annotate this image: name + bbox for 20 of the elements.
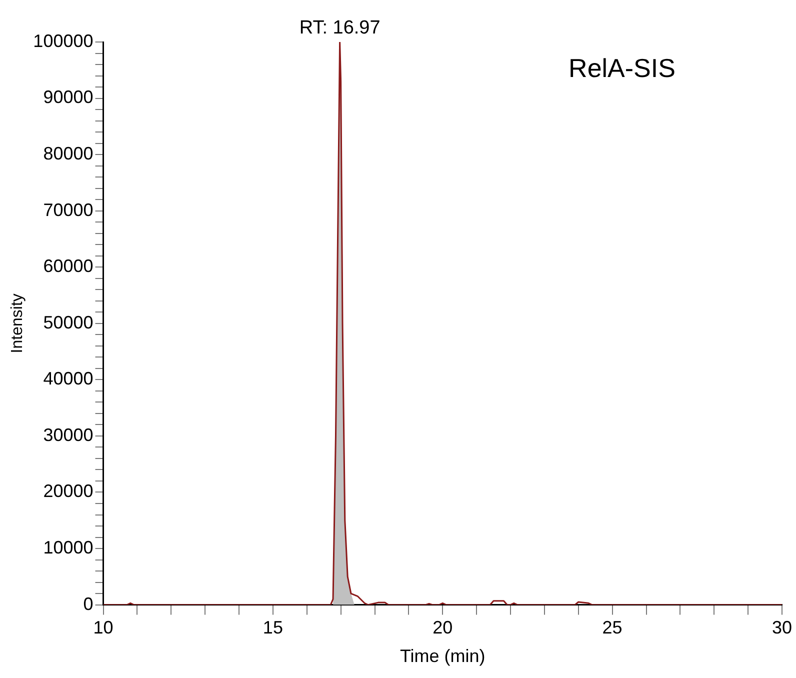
y-tick-label: 70000 — [43, 200, 94, 220]
y-tick-label: 10000 — [43, 537, 94, 558]
x-tick-label: 15 — [262, 618, 283, 638]
y-tick-label: 20000 — [43, 481, 94, 502]
x-tick-label: 30 — [772, 618, 792, 638]
x-tick-label: 20 — [432, 618, 453, 638]
y-tick-label: 50000 — [43, 312, 94, 332]
y-tick-label: 80000 — [43, 144, 94, 164]
x-tick-label: 10 — [93, 618, 114, 638]
annotation: RT: 16.97 — [299, 18, 380, 39]
y-tick-label: 100000 — [33, 30, 94, 51]
annotation: RelA-SIS — [568, 53, 676, 84]
y-tick-label: 40000 — [43, 368, 94, 389]
x-tick-label: 25 — [602, 618, 622, 638]
x-axis-title: Time (min) — [400, 646, 486, 666]
y-tick-label: 90000 — [43, 87, 94, 108]
y-tick-label: 0 — [83, 594, 94, 614]
y-tick-label: 60000 — [43, 256, 94, 276]
y-tick-label: 30000 — [43, 424, 94, 445]
y-axis-title: Intensity — [9, 294, 26, 354]
